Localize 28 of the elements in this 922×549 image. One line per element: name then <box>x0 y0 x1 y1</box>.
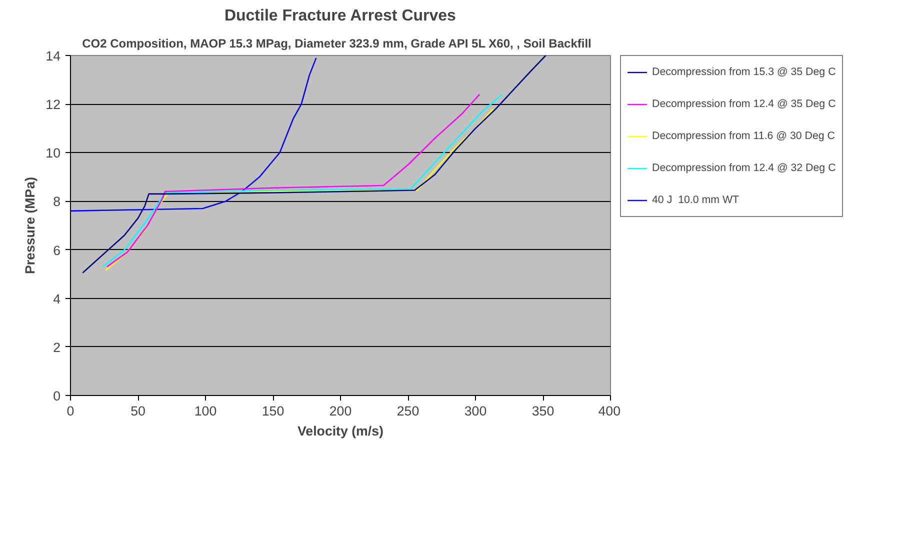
legend-label: 40 J 10.0 mm WT <box>652 194 740 206</box>
y-tick-label: 0 <box>53 388 61 404</box>
x-axis-title: Velocity (m/s) <box>298 424 384 438</box>
legend-label: Decompression from 11.6 @ 30 Deg C <box>652 130 835 142</box>
y-tick-label: 4 <box>53 291 62 306</box>
chart-subtitle: CO2 Composition, MAOP 15.3 MPag, Diameter 323.9 mm, Grade API 5L X60, , Soil Backfill <box>82 36 592 50</box>
y-tick-label: 6 <box>53 242 61 258</box>
chart-title: Ductile Fracture Arrest Curves <box>224 8 456 24</box>
x-tick-label: 100 <box>194 404 217 418</box>
y-tick-label: 14 <box>46 48 62 64</box>
y-tick-label: 2 <box>53 340 61 355</box>
legend-label: Decompression from 12.4 @ 32 Deg C <box>652 162 836 174</box>
x-tick-label: 50 <box>130 404 146 418</box>
y-tick-label: 10 <box>46 146 61 161</box>
x-tick-label: 200 <box>329 404 352 418</box>
x-tick-label: 350 <box>532 404 554 418</box>
x-tick-label: 400 <box>598 404 621 418</box>
line-series <box>70 57 317 212</box>
x-tick-label: 0 <box>66 404 74 418</box>
y-tick-label: 8 <box>53 194 61 210</box>
x-tick-label: 150 <box>262 404 284 418</box>
line-series <box>82 56 546 274</box>
x-tick-label: 300 <box>464 404 487 418</box>
y-axis-title: Pressure (MPa) <box>22 176 38 274</box>
x-tick-label: 250 <box>396 404 420 418</box>
y-tick-label: 12 <box>46 97 61 112</box>
legend-label: Decompression from 12.4 @ 35 Deg C <box>652 98 836 110</box>
legend-label: Decompression from 15.3 @ 35 Deg C <box>652 66 836 78</box>
